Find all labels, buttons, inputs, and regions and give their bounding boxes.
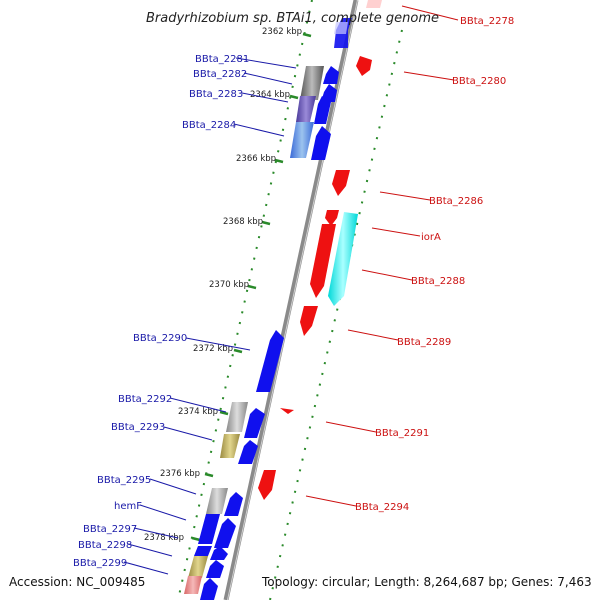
gene-label[interactable]: BBta_2286 [429,196,483,207]
gene-glyph [206,560,224,578]
gene-glyph [224,492,243,516]
gene-glyph [280,408,294,414]
gene-label[interactable]: BBta_2295 [97,475,151,486]
gene-label[interactable]: BBta_2292 [118,394,172,405]
gene-glyph [258,470,276,500]
gene-glyph [188,556,208,578]
gene-label[interactable]: BBta_2280 [452,76,506,87]
gene-label[interactable]: BBta_2282 [193,69,247,80]
gene-label[interactable]: BBta_2283 [189,89,243,100]
gene-glyph [323,66,339,84]
gene-glyph [206,488,228,514]
map-title: Bradyrhizobium sp. BTAi1, complete genom… [146,11,439,26]
gene-glyph [311,126,331,160]
gene-glyph [244,408,265,438]
gene-label[interactable]: BBta_2299 [73,558,127,569]
gene-glyph [300,66,324,100]
gene-glyph [296,96,316,122]
left-gene-labels: BBta_2281 BBta_2282 BBta_2283 BBta_2284 … [73,54,249,569]
gene-label[interactable]: BBta_2293 [111,422,165,433]
topology-text: Topology: circular; Length: 8,264,687 bp… [261,575,592,589]
gene-glyph [214,518,236,548]
gene-glyph [226,402,248,432]
gene-glyph [300,306,318,336]
right-leader-lines [305,5,459,507]
gene-label[interactable]: BBta_2289 [397,337,451,348]
gene-label[interactable]: BBta_2298 [78,540,132,551]
gene-glyph [325,210,339,226]
gene-glyph [334,22,348,34]
kbp-label: 2362 kbp [262,27,302,37]
gene-glyph [256,330,284,392]
gene-glyph [328,212,358,306]
kbp-ticks [191,32,312,542]
gene-glyph [184,576,202,594]
gene-glyph [194,546,212,556]
gene-glyph [314,96,331,124]
gene-label[interactable]: iorA [421,232,441,243]
kbp-label: 2372 kbp [193,344,233,354]
left-leader-lines [123,57,297,575]
kbp-label: 2366 kbp [236,154,276,164]
gene-glyph [290,122,314,158]
accession-text: Accession: NC_009485 [9,575,145,589]
gene-glyph [310,224,336,298]
gene-label[interactable]: BBta_2281 [195,54,249,65]
right-gene-track [258,0,382,500]
gene-label[interactable]: BBta_2278 [460,16,514,27]
genome-backbone-highlight [227,0,358,600]
gene-label[interactable]: BBta_2284 [182,120,236,131]
kbp-label: 2368 kbp [223,217,263,227]
gene-glyph [321,84,337,102]
gene-label[interactable]: BBta_2288 [411,276,465,287]
left-gene-track [184,18,352,600]
gene-label[interactable]: BBta_2297 [83,524,137,535]
gene-glyph [198,514,220,544]
gene-glyph [220,434,240,458]
kbp-label: 2378 kbp [144,533,184,543]
gene-glyph [332,170,350,196]
gene-label[interactable]: BBta_2290 [133,333,187,344]
gene-label[interactable]: BBta_2291 [375,428,429,439]
kbp-label: 2364 kbp [250,90,290,100]
gene-glyph [356,56,372,76]
gene-glyph [238,440,258,464]
gene-glyph [366,0,382,8]
gene-glyph [210,546,228,560]
kbp-label: 2376 kbp [160,469,200,479]
kbp-label: 2374 kbp [178,407,218,417]
gene-label[interactable]: BBta_2294 [355,502,409,513]
kbp-label: 2370 kbp [209,280,249,290]
gene-glyph [200,578,218,600]
gene-label[interactable]: hemF [114,501,142,512]
right-gene-labels: BBta_2278 BBta_2280 BBta_2286 iorA BBta_… [355,16,514,513]
